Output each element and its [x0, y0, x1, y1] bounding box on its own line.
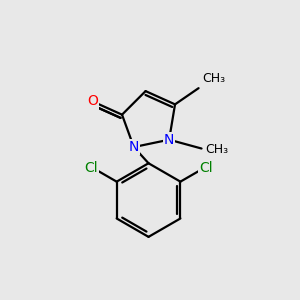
Text: Cl: Cl	[199, 161, 213, 175]
Text: Cl: Cl	[84, 161, 98, 175]
Text: N: N	[164, 133, 174, 147]
Text: O: O	[87, 94, 98, 108]
Text: N: N	[129, 140, 139, 154]
Text: CH₃: CH₃	[202, 72, 225, 85]
Text: CH₃: CH₃	[205, 143, 228, 157]
